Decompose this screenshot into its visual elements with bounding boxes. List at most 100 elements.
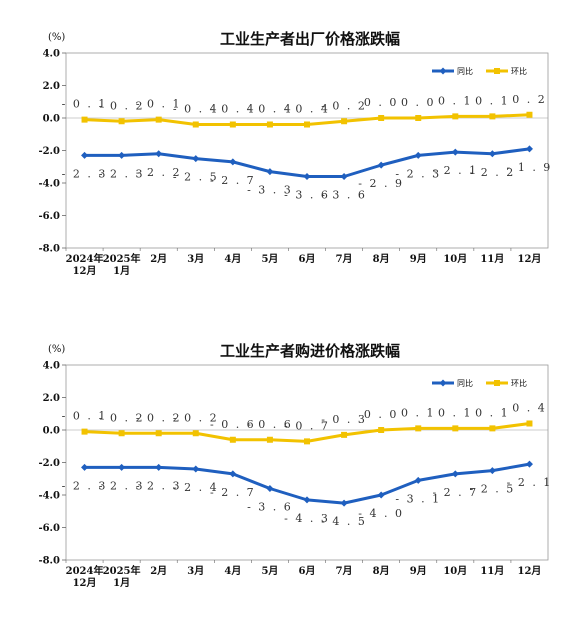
data-point-mom [118, 118, 125, 125]
data-label: - 4 . 0 [358, 507, 404, 520]
data-label: - 0 . 2 [99, 99, 145, 112]
data-point-mom [266, 436, 273, 443]
data-point-yoy [155, 150, 163, 158]
data-point-mom [266, 121, 273, 128]
data-point-yoy [155, 463, 163, 471]
data-point-mom [489, 113, 496, 120]
data-label: - 2 . 2 [470, 166, 516, 179]
plot-frame [65, 364, 549, 561]
data-label: - 4 . 5 [321, 515, 367, 528]
data-point-mom [229, 436, 236, 443]
y-tick-label: -6.0 [38, 211, 60, 222]
x-tick-label: 10月 [443, 253, 467, 265]
data-point-yoy [340, 173, 348, 180]
data-label: - 2 . 3 [136, 479, 182, 492]
data-label: 0 . 0 [364, 96, 399, 109]
x-tick-label: 6月 [299, 565, 316, 577]
chart-title: 工业生产者购进价格涨跌幅 [220, 342, 400, 360]
data-point-yoy [266, 485, 274, 492]
legend-label: 同比 [457, 66, 473, 76]
x-tick-label: 2024年 [66, 564, 104, 577]
data-point-yoy [192, 465, 200, 473]
data-label: - 3 . 3 [247, 184, 293, 197]
y-tick-label: -8.0 [38, 556, 60, 567]
data-point-mom [81, 428, 88, 435]
legend-marker [494, 380, 500, 386]
y-tick-label: 2.0 [43, 81, 60, 92]
plot-frame [65, 52, 549, 249]
data-point-yoy [229, 158, 237, 166]
data-label: 0 . 1 [475, 94, 510, 107]
data-label: - 0 . 2 [173, 411, 219, 424]
x-tick-label: 2025年 [103, 252, 141, 265]
y-tick-label: 4.0 [43, 49, 60, 60]
y-tick-label: -8.0 [38, 244, 60, 255]
data-label: - 4 . 3 [284, 512, 330, 525]
y-tick-label: 0.0 [43, 114, 60, 125]
data-label: - 0 . 1 [136, 98, 182, 111]
legend-label: 环比 [511, 378, 527, 388]
data-label: - 2 . 3 [62, 479, 108, 492]
data-label: - 2 . 1 [507, 476, 553, 489]
x-tick-label: 12月 [518, 565, 542, 577]
y-tick-label: 2.0 [43, 393, 60, 404]
data-label: - 0 . 4 [284, 103, 330, 116]
data-label: - 0 . 2 [99, 411, 145, 424]
x-tick-label: 12月 [518, 253, 542, 265]
x-tick-label: 11月 [480, 565, 504, 577]
data-point-mom [378, 427, 385, 433]
data-point-mom [526, 420, 533, 427]
x-tick-label: 11月 [480, 253, 504, 265]
data-point-mom [192, 121, 199, 128]
data-label: 0 . 1 [438, 406, 473, 419]
data-label: - 2 . 7 [432, 486, 478, 499]
data-label: - 2 . 1 [432, 164, 478, 177]
x-tick-label: 7月 [336, 253, 353, 265]
x-tick-label: 8月 [373, 253, 390, 265]
data-label: - 0 . 6 [247, 418, 293, 431]
data-point-yoy [118, 463, 126, 471]
data-label: - 1 . 9 [507, 161, 553, 174]
data-label: - 0 . 1 [62, 410, 108, 423]
y-tick-label: 0.0 [43, 426, 60, 437]
data-label: 0 . 2 [512, 93, 547, 106]
data-label: - 3 . 6 [321, 189, 367, 202]
data-label: - 2 . 5 [470, 483, 516, 496]
data-label: - 2 . 2 [136, 166, 182, 179]
y-tick-label: -2.0 [38, 146, 60, 157]
data-label: - 3 . 1 [395, 492, 441, 505]
data-point-yoy [81, 463, 89, 471]
y-axis-unit: (%) [48, 344, 65, 355]
data-point-mom [304, 121, 310, 128]
x-tick-label: 5月 [261, 565, 278, 577]
data-point-mom [415, 115, 422, 121]
data-label: - 0 . 1 [62, 98, 108, 111]
data-point-mom [341, 431, 348, 438]
data-point-yoy [451, 470, 459, 478]
data-point-mom [489, 425, 496, 432]
data-point-yoy [377, 491, 385, 499]
data-label: - 2 . 7 [210, 486, 256, 499]
data-label: - 0 . 4 [247, 103, 293, 116]
x-tick-label: 2025年 [103, 564, 141, 577]
y-tick-label: -4.0 [38, 179, 60, 190]
data-point-mom [378, 115, 385, 121]
data-label: - 3 . 6 [247, 501, 293, 514]
data-label: - 3 . 6 [284, 189, 330, 202]
data-point-yoy [303, 496, 311, 504]
data-point-yoy [451, 148, 459, 156]
data-label: - 0 . 2 [321, 99, 367, 112]
data-point-yoy [488, 467, 496, 475]
x-tick-label: 3月 [187, 565, 204, 577]
data-label: - 2 . 3 [99, 167, 145, 180]
purchase-price-chart: 4.0 2.0 0.0 -2.0 -4.0 -6.0 -8.0 (%) 工业生产者购进价格涨跌幅… [38, 342, 553, 589]
x-tick-label: 9月 [410, 253, 427, 265]
data-point-mom [81, 116, 88, 123]
data-point-mom [452, 425, 459, 432]
legend-label: 同比 [457, 378, 473, 388]
data-point-mom [155, 116, 162, 123]
y-axis-unit: (%) [48, 32, 65, 43]
x-tick-label: 1月 [113, 577, 130, 589]
data-point-mom [526, 111, 533, 118]
